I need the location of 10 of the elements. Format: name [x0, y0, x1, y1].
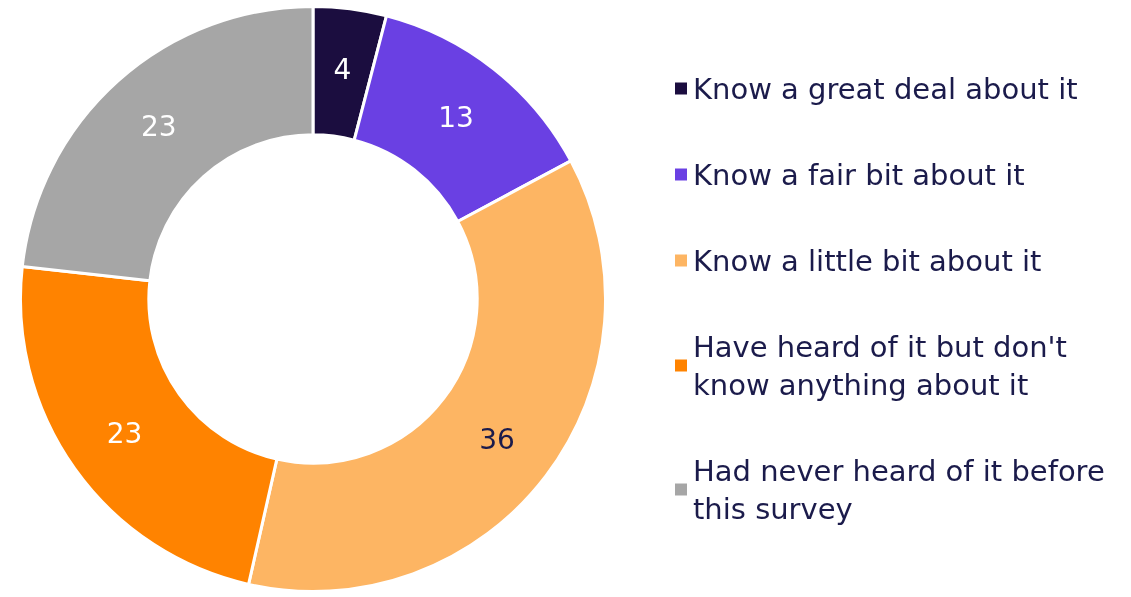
data-label: 23	[106, 416, 143, 450]
legend-label: Know a great deal about it	[693, 71, 1078, 106]
legend-label: Know a fair bit about it	[693, 157, 1025, 192]
data-label: 36	[479, 422, 515, 456]
legend-label: Had never heard of it before this survey	[693, 453, 1114, 526]
data-label: 13	[438, 100, 474, 134]
data-label: 23	[140, 110, 177, 144]
data-label: 4	[333, 53, 352, 87]
legend-label: Know a little bit about it	[693, 243, 1042, 278]
legend-label: Have heard of it but don't know anything about it	[693, 329, 1077, 402]
